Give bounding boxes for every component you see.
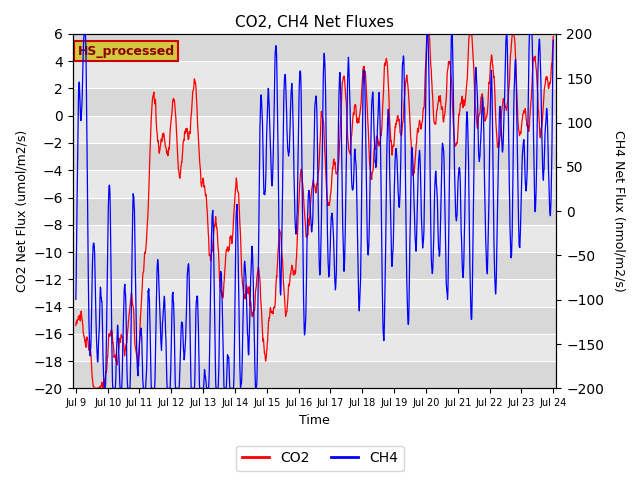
X-axis label: Time: Time	[299, 414, 330, 427]
Bar	[73, 279, 556, 307]
Y-axis label: CO2 Net Flux (umol/m2/s): CO2 Net Flux (umol/m2/s)	[15, 130, 28, 292]
Title: CO2, CH4 Net Fluxes: CO2, CH4 Net Fluxes	[235, 15, 394, 30]
Bar	[73, 197, 556, 225]
Text: HS_processed: HS_processed	[77, 45, 175, 58]
Bar	[73, 361, 556, 388]
Bar	[73, 307, 556, 334]
Legend: CO2, CH4: CO2, CH4	[236, 445, 404, 471]
Bar	[73, 143, 556, 170]
Bar	[73, 252, 556, 279]
Bar	[73, 334, 556, 361]
Y-axis label: CH4 Net Flux (nmol/m2/s): CH4 Net Flux (nmol/m2/s)	[612, 130, 625, 292]
Bar	[73, 170, 556, 197]
Bar	[73, 225, 556, 252]
Bar	[73, 34, 556, 61]
Bar	[73, 61, 556, 88]
Bar	[73, 116, 556, 143]
Bar	[73, 88, 556, 116]
